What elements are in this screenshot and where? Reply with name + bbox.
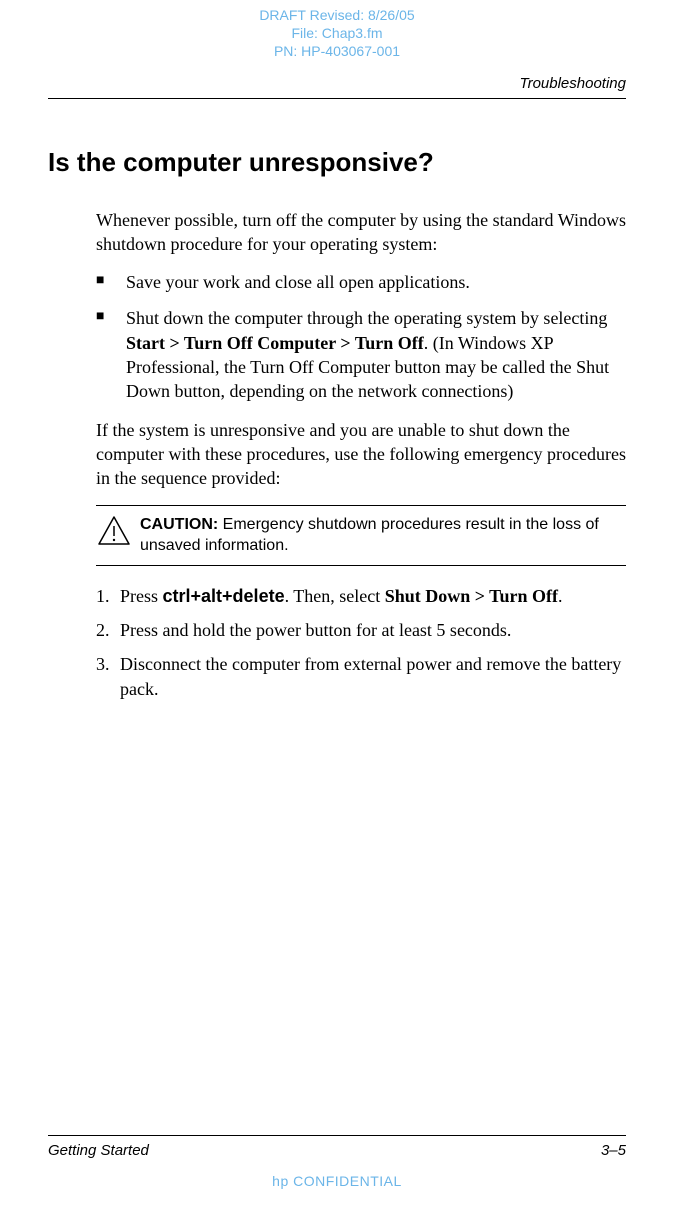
bullet-list: Save your work and close all open applic… (96, 270, 626, 403)
step-item: Press and hold the power button for at l… (96, 618, 626, 642)
draft-line-2: File: Chap3.fm (48, 24, 626, 42)
running-head: Troubleshooting (48, 75, 626, 99)
mid-paragraph: If the system is unresponsive and you ar… (96, 418, 626, 491)
bullet-item: Shut down the computer through the opera… (96, 306, 626, 403)
steps-list: Press ctrl+alt+delete. Then, select Shut… (96, 584, 626, 701)
caution-box: CAUTION: Emergency shutdown procedures r… (96, 505, 626, 566)
bullet-item: Save your work and close all open applic… (96, 270, 626, 294)
step-text-pre: Press (120, 586, 163, 606)
page-footer: Getting Started 3–5 hp CONFIDENTIAL (48, 1135, 626, 1189)
footer-confidential: hp CONFIDENTIAL (48, 1173, 626, 1189)
caution-text: CAUTION: Emergency shutdown procedures r… (140, 514, 626, 557)
step-item: Press ctrl+alt+delete. Then, select Shut… (96, 584, 626, 608)
draft-line-1: DRAFT Revised: 8/26/05 (48, 6, 626, 24)
bullet-text-pre: Shut down the computer through the opera… (126, 308, 607, 328)
footer-left: Getting Started (48, 1142, 149, 1159)
step-text-post: . (558, 586, 563, 606)
step-text-mid: . Then, select (285, 586, 385, 606)
section-heading: Is the computer unresponsive? (48, 147, 626, 178)
caution-triangle-icon (96, 514, 132, 548)
draft-header: DRAFT Revised: 8/26/05 File: Chap3.fm PN… (48, 0, 626, 61)
step-key: ctrl+alt+delete (163, 586, 285, 606)
footer-page-number: 3–5 (601, 1142, 626, 1159)
step-item: Disconnect the computer from external po… (96, 652, 626, 701)
bullet-text-bold: Start > Turn Off Computer > Turn Off (126, 333, 424, 353)
caution-label: CAUTION: (140, 516, 218, 533)
footer-rule (48, 1135, 626, 1136)
draft-line-3: PN: HP-403067-001 (48, 42, 626, 60)
step-bold: Shut Down > Turn Off (385, 586, 558, 606)
intro-paragraph: Whenever possible, turn off the computer… (96, 208, 626, 257)
